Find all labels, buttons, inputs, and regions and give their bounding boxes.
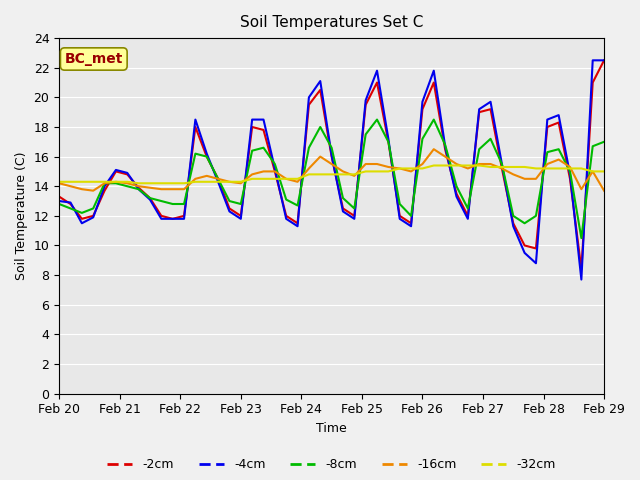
Title: Soil Temperatures Set C: Soil Temperatures Set C	[240, 15, 423, 30]
Legend: -2cm, -4cm, -8cm, -16cm, -32cm: -2cm, -4cm, -8cm, -16cm, -32cm	[102, 453, 561, 476]
X-axis label: Time: Time	[316, 422, 347, 435]
Text: BC_met: BC_met	[65, 52, 123, 66]
Y-axis label: Soil Temperature (C): Soil Temperature (C)	[15, 152, 28, 280]
